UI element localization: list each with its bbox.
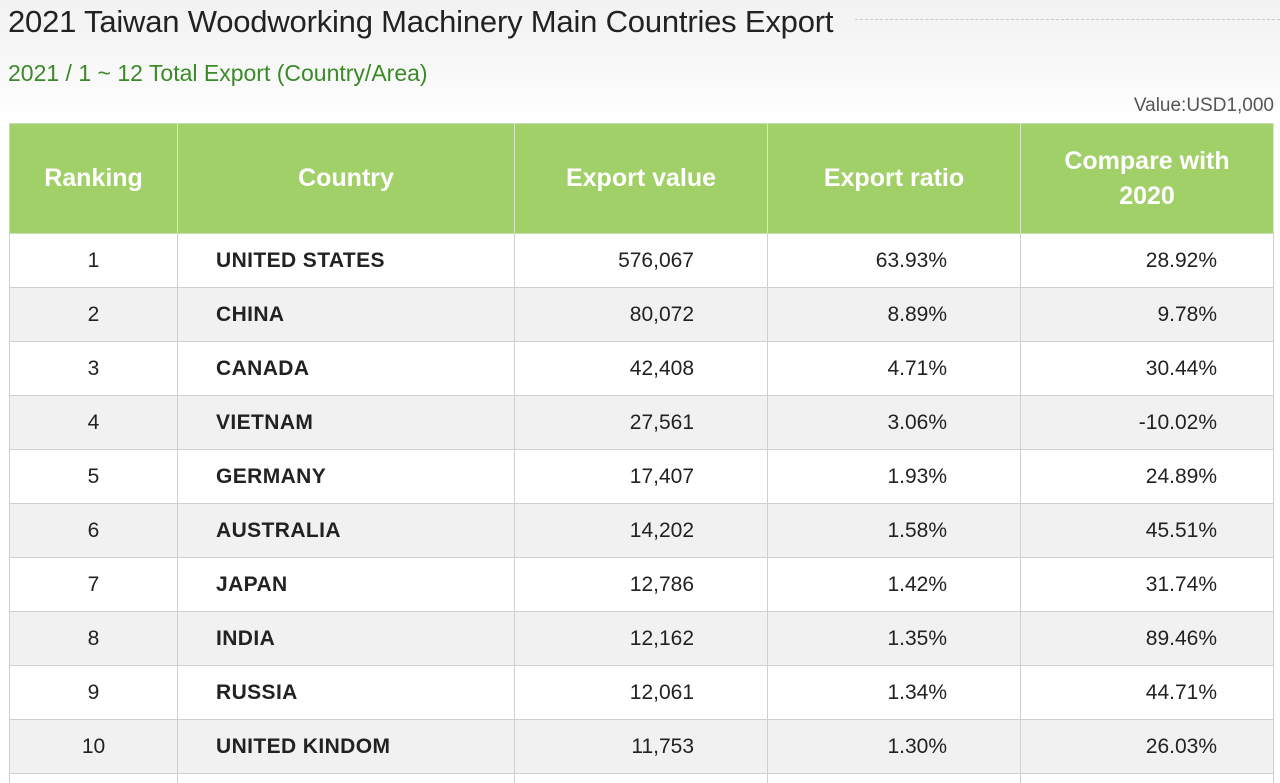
cell-export-value: 12,061 (514, 665, 768, 720)
cell-ranking: 7 (9, 557, 178, 612)
cell-compare-2020: 24.89% (1020, 449, 1274, 504)
cell-export-value: 12,786 (514, 557, 768, 612)
cell-country: CHINA (177, 287, 515, 342)
cell-export-ratio: 1.42% (767, 557, 1021, 612)
cell-country: VIETNAM (177, 395, 515, 450)
export-table: Ranking Country Export value Export rati… (9, 123, 1274, 783)
table-row: 10 UNITED KINDOM 11,753 1.30% 26.03% (9, 719, 1274, 774)
cell-export-value: 576,067 (514, 233, 768, 288)
cell-compare-2020: 26.03% (1020, 719, 1274, 774)
cell-country: AUSTRALIA (177, 503, 515, 558)
table-row: 5 GERMANY 17,407 1.93% 24.89% (9, 449, 1274, 504)
cell-export-value: 14,202 (514, 503, 768, 558)
cell-ranking: 8 (9, 611, 178, 666)
cell-export-value: 27,561 (514, 395, 768, 450)
table-row-partial (9, 773, 1274, 783)
table-cell-partial (9, 773, 178, 783)
title-row: 2021 Taiwan Woodworking Machinery Main C… (8, 2, 1280, 42)
table-cell-partial (514, 773, 768, 783)
cell-export-ratio: 1.58% (767, 503, 1021, 558)
column-header-compare-line2: 2020 (1119, 181, 1175, 210)
table-body: 1 UNITED STATES 576,067 63.93% 28.92% 2 CHINA 8… (9, 233, 1274, 783)
table-cell-partial (177, 773, 515, 783)
value-unit-note: Value:USD1,000 (1133, 95, 1274, 116)
column-header-compare-line1: Compare with (1064, 146, 1230, 175)
cell-compare-2020: 45.51% (1020, 503, 1274, 558)
cell-export-ratio: 1.34% (767, 665, 1021, 720)
cell-ranking: 4 (9, 395, 178, 450)
cell-export-value: 80,072 (514, 287, 768, 342)
page-title: 2021 Taiwan Woodworking Machinery Main C… (8, 4, 834, 39)
table-row: 8 INDIA 12,162 1.35% 89.46% (9, 611, 1274, 666)
cell-compare-2020: 9.78% (1020, 287, 1274, 342)
cell-ranking: 10 (9, 719, 178, 774)
cell-ranking: 1 (9, 233, 178, 288)
cell-export-value: 11,753 (514, 719, 768, 774)
cell-export-ratio: 1.93% (767, 449, 1021, 504)
cell-export-value: 42,408 (514, 341, 768, 396)
table-cell-partial (1020, 773, 1274, 783)
cell-compare-2020: 89.46% (1020, 611, 1274, 666)
cell-ranking: 9 (9, 665, 178, 720)
page-subtitle: 2021 / 1 ~ 12 Total Export (Country/Area… (8, 60, 428, 86)
cell-export-ratio: 1.30% (767, 719, 1021, 774)
cell-compare-2020: 30.44% (1020, 341, 1274, 396)
column-header-export-value: Export value (514, 123, 768, 234)
cell-export-value: 12,162 (514, 611, 768, 666)
table-row: 4 VIETNAM 27,561 3.06% -10.02% (9, 395, 1274, 450)
cell-export-ratio: 3.06% (767, 395, 1021, 450)
column-header-country: Country (177, 123, 515, 234)
cell-country: UNITED STATES (177, 233, 515, 288)
table-row: 1 UNITED STATES 576,067 63.93% 28.92% (9, 233, 1274, 288)
table-row: 3 CANADA 42,408 4.71% 30.44% (9, 341, 1274, 396)
cell-export-value: 17,407 (514, 449, 768, 504)
cell-ranking: 2 (9, 287, 178, 342)
cell-export-ratio: 4.71% (767, 341, 1021, 396)
column-header-ranking: Ranking (9, 123, 178, 234)
cell-country: JAPAN (177, 557, 515, 612)
cell-export-ratio: 8.89% (767, 287, 1021, 342)
cell-country: UNITED KINDOM (177, 719, 515, 774)
cell-country: INDIA (177, 611, 515, 666)
cell-export-ratio: 1.35% (767, 611, 1021, 666)
title-divider (855, 18, 1280, 20)
table-row: 7 JAPAN 12,786 1.42% 31.74% (9, 557, 1274, 612)
cell-country: CANADA (177, 341, 515, 396)
table-row: 9 RUSSIA 12,061 1.34% 44.71% (9, 665, 1274, 720)
table-row: 6 AUSTRALIA 14,202 1.58% 45.51% (9, 503, 1274, 558)
table-header-row: Ranking Country Export value Export rati… (9, 123, 1274, 234)
cell-compare-2020: 31.74% (1020, 557, 1274, 612)
cell-ranking: 6 (9, 503, 178, 558)
cell-ranking: 5 (9, 449, 178, 504)
cell-country: GERMANY (177, 449, 515, 504)
column-header-export-ratio: Export ratio (767, 123, 1021, 234)
cell-country: RUSSIA (177, 665, 515, 720)
cell-ranking: 3 (9, 341, 178, 396)
cell-export-ratio: 63.93% (767, 233, 1021, 288)
table-cell-partial (767, 773, 1021, 783)
cell-compare-2020: 28.92% (1020, 233, 1274, 288)
cell-compare-2020: 44.71% (1020, 665, 1274, 720)
cell-compare-2020: -10.02% (1020, 395, 1274, 450)
column-header-compare: Compare with 2020 (1020, 123, 1274, 234)
table-row: 2 CHINA 80,072 8.89% 9.78% (9, 287, 1274, 342)
